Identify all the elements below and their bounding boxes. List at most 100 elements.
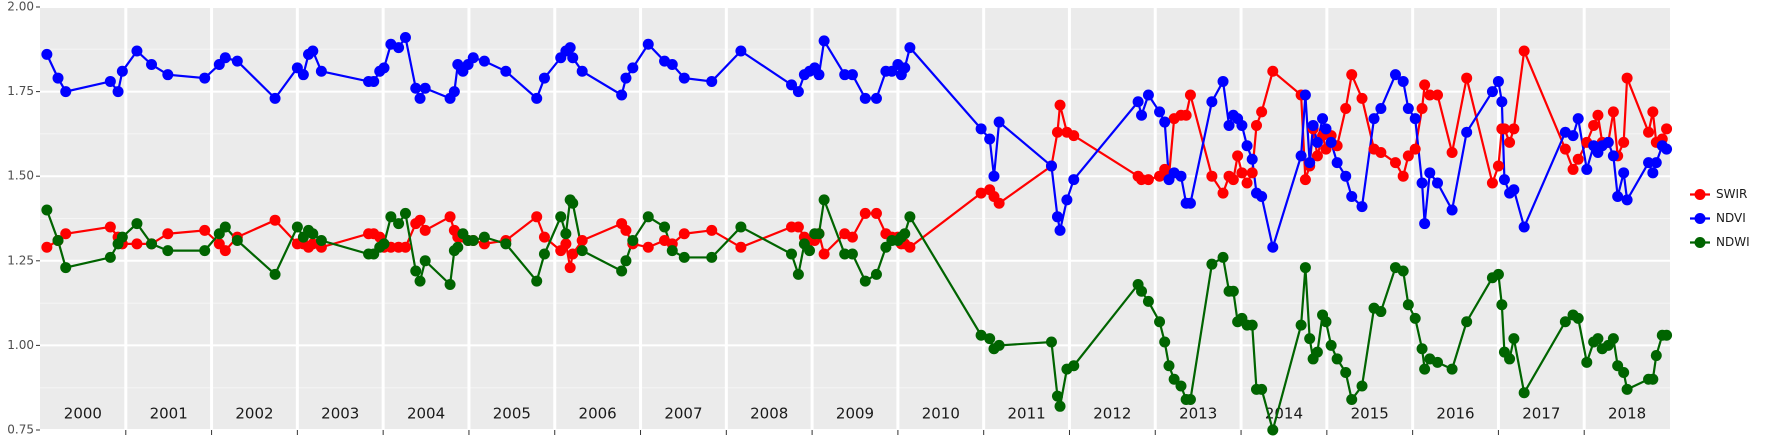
point — [984, 133, 996, 145]
point — [576, 65, 588, 77]
point — [1618, 366, 1630, 378]
point — [1432, 356, 1444, 368]
point — [1650, 350, 1662, 362]
point — [1346, 69, 1358, 81]
point — [452, 241, 464, 253]
point — [792, 221, 804, 233]
point — [818, 35, 830, 47]
point — [1504, 136, 1516, 148]
point — [567, 248, 579, 260]
point — [620, 255, 632, 267]
point — [269, 268, 281, 280]
point — [1402, 103, 1414, 115]
point — [1356, 92, 1368, 104]
point — [735, 221, 747, 233]
point — [1416, 103, 1428, 115]
series-line — [45, 34, 1668, 252]
point — [1256, 191, 1268, 203]
point — [1304, 333, 1316, 345]
point — [1340, 170, 1352, 182]
point — [1159, 336, 1171, 348]
point — [1180, 109, 1192, 121]
point — [419, 224, 431, 236]
point — [1419, 218, 1431, 230]
point — [1661, 329, 1673, 341]
point — [478, 231, 490, 243]
point — [269, 92, 281, 104]
year-label: 2000 — [64, 405, 102, 423]
year-label: 2016 — [1436, 405, 1474, 423]
point — [859, 207, 871, 219]
point — [1581, 163, 1593, 175]
point — [1304, 157, 1316, 169]
point — [1320, 316, 1332, 328]
point — [1136, 109, 1148, 121]
point — [616, 89, 628, 101]
point — [1045, 160, 1057, 172]
point — [818, 248, 830, 260]
point — [1217, 187, 1229, 199]
point — [706, 224, 718, 236]
point — [291, 221, 303, 233]
point — [1136, 285, 1148, 297]
y-tick-label: 2.00 — [7, 0, 34, 14]
point — [1311, 136, 1323, 148]
point — [1424, 167, 1436, 179]
point — [1184, 89, 1196, 101]
point — [1227, 285, 1239, 297]
point — [410, 265, 422, 277]
point — [162, 69, 174, 81]
point — [399, 241, 411, 253]
point — [219, 221, 231, 233]
point — [1492, 268, 1504, 280]
point — [1643, 126, 1655, 138]
point — [368, 75, 380, 87]
point — [1518, 45, 1530, 57]
point — [1246, 167, 1258, 179]
point — [1498, 123, 1510, 135]
point — [813, 69, 825, 81]
point — [467, 234, 479, 246]
point — [1508, 184, 1520, 196]
point — [1241, 140, 1253, 152]
point — [1142, 174, 1154, 186]
point — [564, 262, 576, 274]
point — [620, 72, 632, 84]
point — [1159, 116, 1171, 128]
point — [199, 245, 211, 257]
point — [1375, 103, 1387, 115]
point — [560, 238, 572, 250]
point — [678, 228, 690, 240]
point — [1607, 106, 1619, 118]
series-line — [45, 195, 1667, 435]
point — [1432, 177, 1444, 189]
year-label: 2001 — [150, 405, 188, 423]
point — [1206, 258, 1218, 270]
point — [315, 234, 327, 246]
year-label: 2010 — [922, 405, 960, 423]
point — [538, 248, 550, 260]
point — [1409, 312, 1421, 324]
point — [104, 221, 116, 233]
point — [1588, 119, 1600, 131]
point — [1508, 123, 1520, 135]
point — [1054, 400, 1066, 412]
point — [1054, 99, 1066, 111]
point — [1446, 204, 1458, 216]
point — [399, 31, 411, 43]
point — [419, 255, 431, 267]
point — [199, 224, 211, 236]
point — [627, 234, 639, 246]
point — [1461, 316, 1473, 328]
point — [786, 248, 798, 260]
point — [1375, 306, 1387, 318]
point — [162, 245, 174, 257]
point — [41, 48, 53, 60]
point — [567, 52, 579, 64]
point — [146, 59, 158, 71]
point — [104, 75, 116, 87]
point — [1397, 170, 1409, 182]
point — [813, 228, 825, 240]
point — [1496, 299, 1508, 311]
point — [839, 69, 851, 81]
